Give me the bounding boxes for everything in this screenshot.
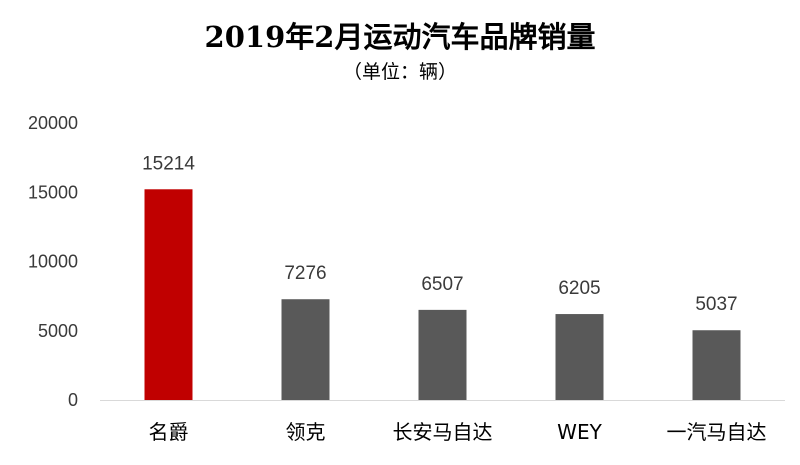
x-tick-label: 名爵 [149,420,189,444]
x-tick-label: WEY [557,420,602,444]
y-axis: 0 5000 10000 15000 20000 [28,113,78,410]
bars [144,189,741,400]
data-label: 15214 [142,153,195,174]
y-tick-label: 0 [68,390,78,410]
y-tick-label: 20000 [28,113,78,133]
x-tick-label: 一汽马自达 [667,420,767,444]
x-axis: 名爵 领克 长安马自达 WEY 一汽马自达 [149,420,767,444]
y-tick-label: 15000 [28,182,78,202]
x-tick-label: 长安马自达 [393,420,493,444]
bar [418,309,467,400]
chart-title: 2019年2月运动汽车品牌销量 [205,20,596,54]
chart-subtitle: （单位：辆） [343,61,457,83]
bar [555,314,604,400]
data-label: 6205 [558,278,600,299]
bar [281,299,330,400]
data-labels: 15214 7276 6507 6205 5037 [142,153,738,315]
data-label: 6507 [421,274,463,295]
y-tick-label: 5000 [38,321,78,341]
bar [144,189,193,400]
y-tick-label: 10000 [28,252,78,272]
data-label: 7276 [284,263,326,284]
x-tick-label: 领克 [286,420,326,444]
bar [692,330,741,400]
data-label: 5037 [695,294,737,315]
